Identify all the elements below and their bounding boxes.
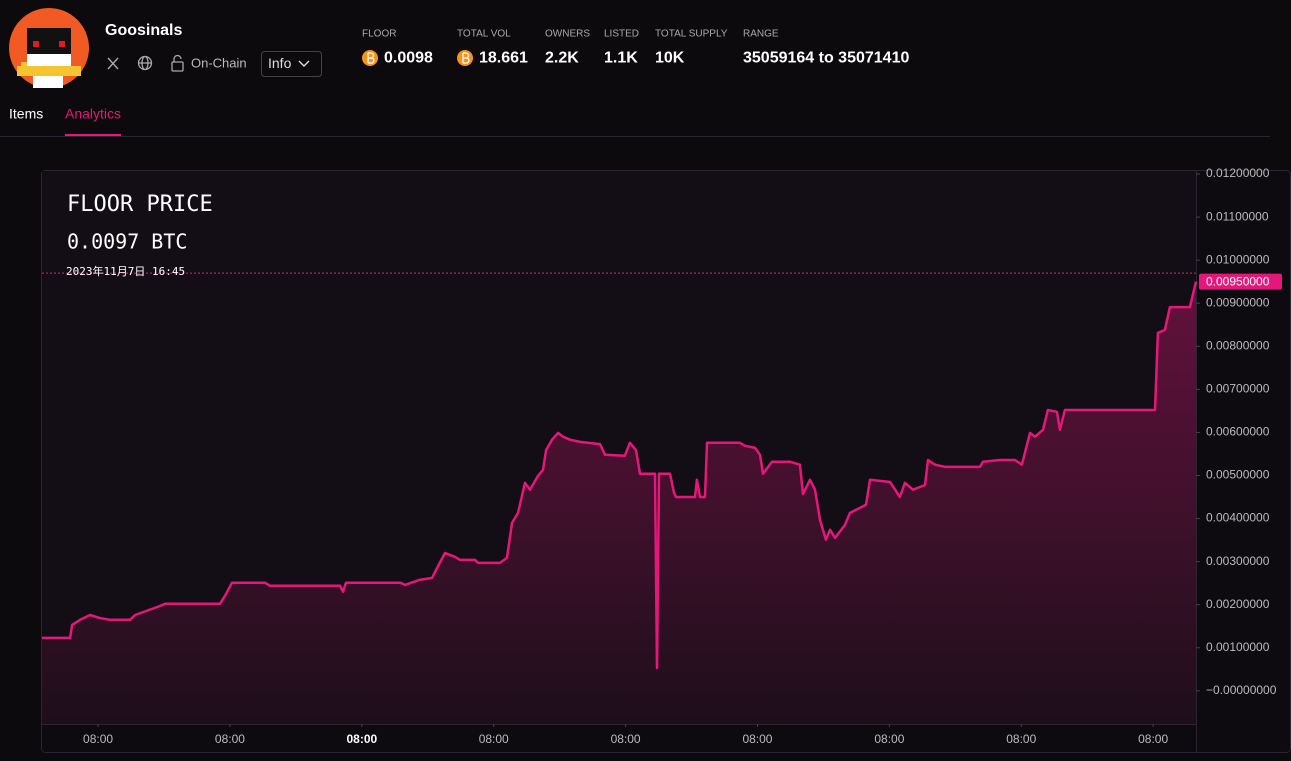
stat-label: FLOOR (362, 29, 396, 40)
x-tick-label: 08:00 (742, 732, 772, 746)
stat-value: 18.661 (479, 50, 528, 67)
info-label[interactable]: Info (268, 55, 292, 71)
chart-value: 0.0097 BTC (67, 230, 187, 254)
stat-label: OWNERS (545, 29, 590, 40)
stat-value: 1.1K (604, 50, 638, 67)
stat-label: RANGE (743, 29, 779, 40)
chart: 0.01200000 0.01100000 0.01000000 0.00900000… (42, 166, 1282, 746)
x-tick-label: 08:00 (83, 732, 113, 746)
x-tick-label: 08:00 (479, 732, 509, 746)
last-price-label: 0.00950000 (1206, 274, 1270, 288)
info-dropdown[interactable] (261, 51, 322, 77)
y-tick-label: 0.00500000 (1206, 468, 1270, 482)
y-tick-label: 0.00100000 (1206, 640, 1270, 654)
y-tick-label: 0.01200000 (1206, 166, 1270, 180)
tab[interactable]: Analytics (65, 106, 121, 122)
crosshair-date: 2023年11月7日 16:45 (66, 264, 185, 278)
tab[interactable]: Items (9, 106, 43, 122)
x-tick-label: 08:00 (1006, 732, 1036, 746)
y-tick-label: 0.00900000 (1206, 295, 1270, 309)
globe-icon[interactable] (137, 55, 153, 71)
chevron (298, 60, 310, 67)
on-chain-label: On-Chain (191, 55, 247, 70)
x-tick-label: 08:00 (611, 732, 641, 746)
x-icon[interactable] (107, 57, 119, 70)
y-tick-label: 0.00800000 (1206, 338, 1270, 352)
stat-label: TOTAL VOL (457, 29, 511, 40)
last-price-tag (1199, 273, 1282, 290)
stat-label: LISTED (604, 29, 639, 40)
y-tick-label: −0.00000000 (1206, 683, 1277, 697)
x-tick-label: 08:00 (1138, 732, 1168, 746)
x-tick-label: 08:00 (874, 732, 904, 746)
coin-glyph (367, 52, 375, 64)
y-tick-label: 0.00400000 (1206, 511, 1270, 525)
tabs: Items Analytics (9, 106, 122, 136)
lock-icon (171, 54, 184, 72)
avatar (9, 8, 89, 88)
tab-underline (65, 134, 122, 136)
x-tick-label: 08:00 (346, 732, 377, 746)
stat-label: TOTAL SUPPLY (655, 29, 728, 40)
chart-title: FLOOR PRICE (67, 192, 213, 217)
x-tick-label: 08:00 (215, 732, 245, 746)
stat-value: 0.0098 (384, 50, 433, 67)
stats: FLOOR 0.0098 TOTAL VOL 18.661 OWNERS 2.2K LIST… (362, 29, 909, 67)
coin-glyph (462, 52, 470, 64)
stat-value: 10K (655, 50, 685, 67)
collection-name: Goosinals (105, 22, 182, 39)
line (42, 281, 1198, 670)
y-tick-label: 0.01000000 (1206, 252, 1270, 266)
stat-value: 35059164 to 35071410 (743, 50, 909, 67)
y-tick-label: 0.00300000 (1206, 554, 1270, 568)
y-tick-label: 0.00700000 (1206, 382, 1270, 396)
y-tick-label: 0.00200000 (1206, 597, 1270, 611)
y-tick-label: 0.01100000 (1206, 209, 1269, 223)
y-tick-label: 0.00600000 (1206, 425, 1270, 439)
area (42, 281, 1196, 724)
stat-value: 2.2K (545, 50, 579, 67)
